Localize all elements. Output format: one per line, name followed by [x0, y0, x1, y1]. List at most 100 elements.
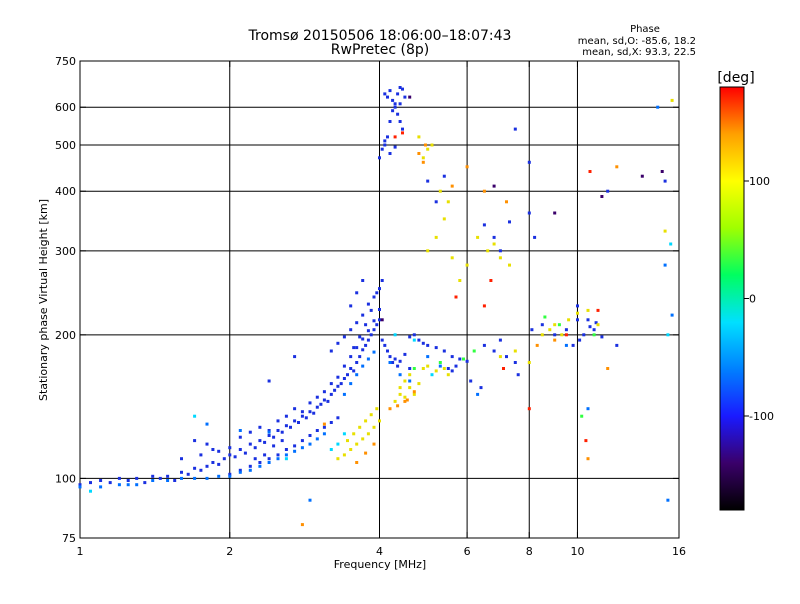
data-point: [505, 200, 508, 204]
data-point: [606, 189, 610, 193]
data-point: [450, 256, 454, 260]
data-point: [336, 384, 340, 388]
data-point: [401, 131, 404, 135]
data-point: [450, 369, 454, 373]
data-point: [372, 328, 376, 332]
data-point: [267, 434, 271, 437]
data-point: [412, 390, 416, 394]
data-point: [300, 414, 304, 418]
data-point: [372, 350, 376, 354]
data-point: [308, 410, 312, 414]
phase-heading: Phase: [630, 24, 660, 35]
data-point: [355, 442, 359, 446]
data-point: [465, 165, 469, 169]
data-point: [315, 405, 319, 409]
data-point: [482, 343, 486, 347]
data-point: [193, 476, 197, 480]
data-point: [666, 498, 670, 502]
data-point: [383, 92, 387, 96]
data-point: [401, 127, 404, 131]
data-point: [666, 333, 670, 337]
data-point: [284, 457, 288, 461]
data-point: [393, 145, 397, 149]
data-point: [548, 328, 552, 332]
data-point: [364, 451, 368, 455]
data-point: [352, 369, 356, 373]
data-point: [217, 449, 221, 453]
data-point: [308, 498, 312, 502]
data-point: [492, 242, 496, 246]
data-point: [578, 338, 582, 342]
data-point: [366, 357, 370, 361]
data-point: [540, 333, 544, 337]
data-point: [199, 468, 203, 472]
data-point: [412, 392, 416, 396]
data-point: [600, 335, 604, 339]
data-point: [596, 323, 600, 327]
data-point: [388, 152, 392, 155]
data-point: [99, 479, 103, 482]
data-point: [329, 349, 333, 353]
data-point: [361, 313, 365, 317]
data-point: [408, 373, 412, 377]
data-point: [576, 318, 579, 322]
data-point: [253, 457, 257, 461]
data-point: [304, 416, 308, 420]
data-point: [361, 348, 365, 352]
data-point: [322, 432, 326, 436]
data-point: [567, 318, 571, 322]
y-tick-label: 100: [55, 472, 76, 485]
data-point: [476, 392, 480, 396]
data-point: [267, 379, 271, 383]
data-point: [322, 390, 326, 394]
data-point: [342, 453, 346, 457]
data-point: [366, 329, 370, 333]
data-point: [458, 357, 462, 361]
data-point: [151, 474, 155, 478]
data-point: [151, 479, 155, 482]
data-point: [364, 323, 368, 327]
data-point: [412, 333, 416, 337]
data-point: [615, 165, 619, 169]
data-point: [656, 105, 660, 109]
x-tick-label: 16: [672, 545, 686, 558]
data-point: [479, 386, 483, 390]
data-point: [284, 424, 288, 428]
data-point: [378, 419, 381, 423]
data-point: [393, 357, 397, 361]
data-point: [263, 453, 267, 457]
data-point: [588, 325, 592, 329]
x-tick-label: 6: [464, 545, 471, 558]
data-point: [417, 135, 421, 139]
data-point: [430, 373, 434, 377]
data-point: [358, 355, 362, 359]
data-point: [355, 373, 359, 377]
data-point: [284, 453, 288, 457]
data-point: [228, 446, 232, 450]
colorbar-label: [deg]: [717, 70, 754, 86]
data-point: [258, 439, 262, 443]
data-point: [272, 435, 276, 439]
y-tick-label: 75: [62, 532, 76, 545]
data-point: [89, 489, 92, 493]
data-point: [438, 361, 442, 364]
data-point: [308, 434, 312, 437]
data-point: [412, 338, 416, 342]
data-point: [276, 429, 280, 432]
data-point: [391, 98, 395, 102]
data-point: [398, 386, 402, 390]
data-point: [383, 139, 387, 143]
data-point: [498, 355, 502, 359]
data-point: [588, 170, 592, 173]
data-point: [660, 170, 664, 173]
data-point: [380, 318, 384, 322]
data-point: [329, 421, 333, 424]
data-point: [173, 479, 177, 482]
data-point: [186, 472, 190, 476]
data-point: [372, 295, 376, 299]
data-point: [364, 419, 368, 423]
data-point: [300, 410, 304, 414]
data-point: [228, 472, 232, 476]
data-point: [584, 439, 588, 443]
